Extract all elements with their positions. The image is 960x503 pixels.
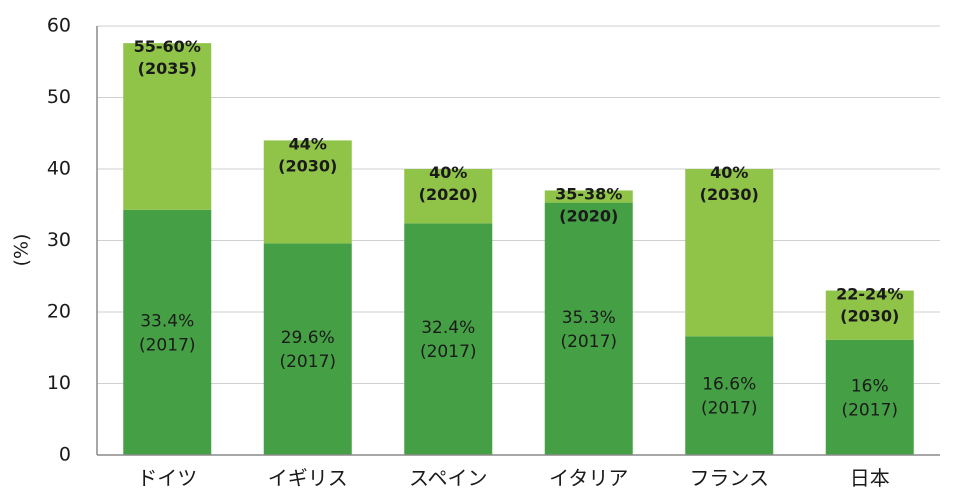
base-data-label: 32.4% (2017) xyxy=(420,318,477,362)
y-tick-label: 60 xyxy=(47,15,71,37)
bars xyxy=(123,43,914,455)
x-category-label: ドイツ xyxy=(137,466,197,490)
y-tick-label: 50 xyxy=(47,86,71,108)
y-axis-label: (%) xyxy=(11,234,33,267)
bar-target-segment xyxy=(825,290,914,340)
bar-base-segment xyxy=(825,339,914,455)
axes: 0 10 20 30 40 50 60 ドイツ イギリス スペイン イタリア フランス 日本 xyxy=(47,15,940,490)
target-data-label: 40% (2030) xyxy=(700,163,759,204)
target-data-label: 40% (2020) xyxy=(419,163,478,204)
y-tick-label: 40 xyxy=(47,158,71,180)
x-category-label: スペイン xyxy=(409,466,488,490)
bar-target-segment xyxy=(685,169,774,337)
target-data-label: 22-24% (2030) xyxy=(836,285,903,326)
y-tick-label: 0 xyxy=(59,444,71,466)
x-category-label: フランス xyxy=(689,466,769,490)
data-labels: 33.4% (2017) 55-60% (2035) 29.6% (2017) 44% (20… xyxy=(134,37,904,420)
y-tick-label: 10 xyxy=(47,372,71,394)
x-category-label: 日本 xyxy=(850,466,890,490)
base-data-label: 16.6% (2017) xyxy=(701,375,758,419)
bar-target-segment xyxy=(123,43,212,210)
base-data-label: 29.6% (2017) xyxy=(279,328,336,372)
bar-base-segment xyxy=(123,209,212,455)
y-tick-label: 30 xyxy=(47,229,71,251)
bar-target-segment xyxy=(544,190,633,203)
bar-base-segment xyxy=(544,202,633,455)
bar-target-segment xyxy=(404,169,493,224)
x-category-label: イギリス xyxy=(268,466,348,490)
base-data-label: 33.4% (2017) xyxy=(139,311,196,355)
grid-lines xyxy=(97,25,940,384)
bar-base-segment xyxy=(263,243,352,455)
bar-base-segment xyxy=(685,336,774,455)
y-tick-label: 20 xyxy=(47,301,71,323)
x-category-label: イタリア xyxy=(549,466,628,490)
target-data-label: 44% (2030) xyxy=(278,134,337,175)
base-data-label: 35.3% (2017) xyxy=(560,308,617,352)
target-data-label: 55-60% (2035) xyxy=(134,37,201,78)
target-data-label: 35-38% (2020) xyxy=(555,184,622,225)
bar-target-segment xyxy=(263,140,352,244)
base-data-label: 16% (2017) xyxy=(841,376,898,420)
bar-base-segment xyxy=(404,223,493,455)
